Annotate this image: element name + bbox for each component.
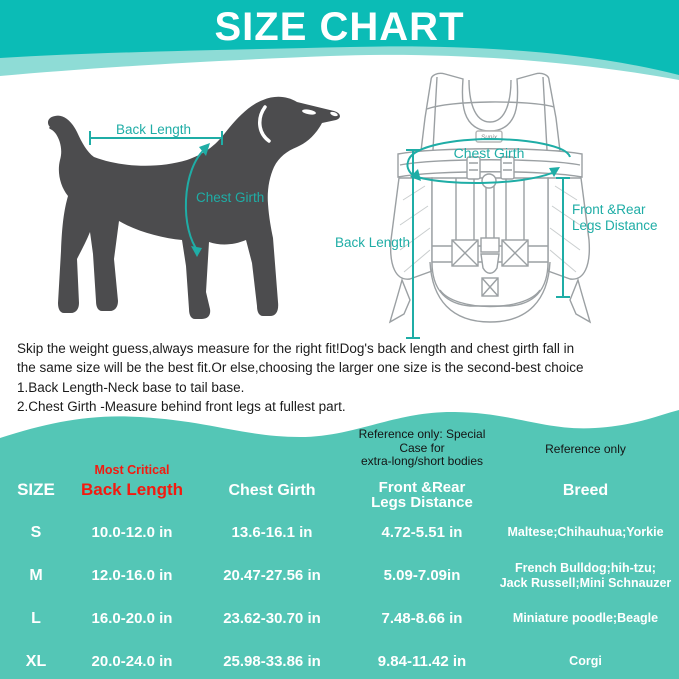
col-header-size: SIZE bbox=[17, 480, 55, 499]
carrier-line-drawing bbox=[388, 72, 592, 324]
cell-breed: Corgi bbox=[569, 654, 602, 669]
carrier-measurement-arrows bbox=[410, 167, 560, 181]
table-row: L 16.0-20.0 in 23.62-30.70 in 7.48-8.66 … bbox=[0, 597, 679, 640]
cell-chest-girth: 13.6-16.1 in bbox=[231, 524, 313, 541]
cell-size: L bbox=[31, 609, 41, 627]
cell-back-length: 16.0-20.0 in bbox=[91, 610, 173, 627]
cell-chest-girth: 23.62-30.70 in bbox=[223, 610, 321, 627]
measuring-instructions: Skip the weight guess,always measure for… bbox=[17, 341, 584, 414]
table-wave-background bbox=[0, 410, 679, 679]
size-table-header: SIZE Most Critical Back Length Chest Gir… bbox=[0, 427, 679, 510]
col-header-back-length: Most Critical Back Length bbox=[80, 463, 184, 499]
cell-legs: 5.09-7.09in bbox=[383, 567, 461, 584]
dog-measurement-lines bbox=[89, 131, 223, 252]
carrier-brand-tag: Sunix bbox=[481, 134, 498, 141]
carrier-back-length-label: Back Length bbox=[334, 235, 410, 250]
col-header-legs-distance: Reference only: Special Case for extra-l… bbox=[352, 427, 492, 510]
cell-legs: 7.48-8.66 in bbox=[381, 610, 463, 627]
cell-legs: 4.72-5.51 in bbox=[381, 524, 463, 541]
carrier-measurement-lines bbox=[406, 137, 571, 339]
dog-measurement-arrows bbox=[191, 143, 210, 257]
banner-wave-graphic bbox=[0, 0, 679, 80]
cell-size: M bbox=[29, 566, 43, 584]
cell-breed: French Bulldog;hih-tzu; Jack Russell;Min… bbox=[499, 561, 672, 590]
breed-reference-note: Reference only bbox=[545, 442, 626, 456]
carrier-measurement-diagram: Sunix bbox=[388, 72, 592, 339]
carrier-chest-girth-label: Chest Girth bbox=[453, 145, 525, 161]
cell-size: XL bbox=[25, 652, 47, 670]
cell-back-length: 10.0-12.0 in bbox=[91, 524, 173, 541]
cell-size: S bbox=[30, 523, 42, 541]
legs-reference-note: Reference only: Special Case for extra-l… bbox=[358, 427, 486, 468]
table-row: M 12.0-16.0 in 20.47-27.56 in 5.09-7.09i… bbox=[0, 554, 679, 597]
size-table: SIZE Most Critical Back Length Chest Gir… bbox=[0, 427, 679, 679]
dog-nose-highlight bbox=[330, 111, 338, 117]
cell-chest-girth: 25.98-33.86 in bbox=[223, 653, 321, 670]
page-title: SIZE CHART bbox=[214, 5, 465, 49]
dog-measurement-diagram bbox=[47, 96, 340, 319]
table-row: S 10.0-12.0 in 13.6-16.1 in 4.72-5.51 in… bbox=[0, 511, 679, 554]
cell-breed: Maltese;Chihauhua;Yorkie bbox=[507, 525, 664, 540]
dog-silhouette bbox=[47, 96, 340, 319]
cell-chest-girth: 20.47-27.56 in bbox=[223, 567, 321, 584]
size-table-body: S 10.0-12.0 in 13.6-16.1 in 4.72-5.51 in… bbox=[0, 511, 679, 679]
header-banner: SIZE CHART bbox=[0, 0, 679, 92]
carrier-legs-distance-label: Front &Rear Legs Distance bbox=[572, 202, 658, 233]
dog-ear-line bbox=[258, 105, 271, 143]
col-header-chest-girth: Chest Girth bbox=[228, 482, 316, 499]
cell-back-length: 12.0-16.0 in bbox=[91, 567, 173, 584]
cell-back-length: 20.0-24.0 in bbox=[91, 653, 173, 670]
cell-legs: 9.84-11.42 in bbox=[377, 653, 467, 670]
col-header-breed: Reference only Breed bbox=[545, 442, 626, 499]
most-critical-note: Most Critical bbox=[94, 463, 170, 477]
dog-chest-girth-label: Chest Girth bbox=[196, 190, 265, 205]
dog-back-length-label: Back Length bbox=[116, 122, 192, 137]
dog-eye bbox=[302, 109, 316, 115]
table-row: XL 20.0-24.0 in 25.98-33.86 in 9.84-11.4… bbox=[0, 640, 679, 679]
cell-breed: Miniature poodle;Beagle bbox=[512, 611, 659, 626]
